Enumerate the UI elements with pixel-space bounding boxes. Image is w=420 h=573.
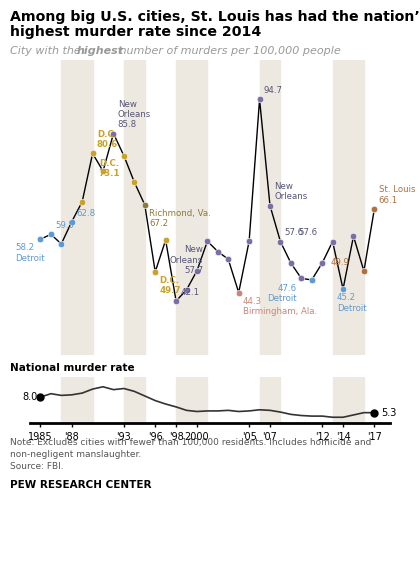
Point [183, 285, 190, 295]
Point [288, 258, 294, 268]
Text: 49.9: 49.9 [331, 258, 349, 267]
Point [371, 408, 378, 417]
Point [267, 201, 273, 210]
Point [277, 237, 284, 246]
Point [162, 236, 169, 245]
Bar [61, 377, 92, 423]
Text: New
Orleans: New Orleans [274, 182, 307, 202]
Point [204, 237, 211, 246]
Text: 57.6: 57.6 [299, 229, 318, 237]
Text: 62.8: 62.8 [76, 209, 95, 218]
Text: Among big U.S. cities, St. Louis has had the nation’s: Among big U.S. cities, St. Louis has had… [10, 10, 420, 24]
Point [37, 393, 44, 402]
Point [47, 230, 54, 239]
Text: number of murders per 100,000 people: number of murders per 100,000 people [116, 46, 341, 56]
Point [256, 95, 263, 104]
Point [68, 217, 75, 226]
Text: New
Orleans
57.7: New Orleans 57.7 [170, 245, 203, 275]
Point [58, 240, 65, 249]
Point [225, 254, 231, 264]
Point [79, 197, 86, 206]
Text: St. Louis
66.1: St. Louis 66.1 [378, 186, 415, 205]
Text: highest: highest [77, 46, 124, 56]
Point [173, 296, 179, 305]
Point [215, 247, 221, 256]
Text: highest murder rate since 2014: highest murder rate since 2014 [10, 25, 261, 39]
Bar [124, 60, 145, 355]
Point [319, 258, 326, 268]
Bar [260, 60, 281, 355]
Text: 45.2
Detroit: 45.2 Detroit [337, 293, 366, 313]
Point [308, 275, 315, 284]
Text: Note: Excludes cities with fewer than 100,000 residents. Includes homicide and
n: Note: Excludes cities with fewer than 10… [10, 438, 371, 470]
Point [194, 266, 200, 275]
Point [350, 231, 357, 241]
Point [110, 129, 117, 138]
Bar [333, 377, 364, 423]
Point [360, 266, 367, 276]
Text: 59.5: 59.5 [55, 221, 74, 230]
Point [329, 237, 336, 246]
Text: 58.2
Detroit: 58.2 Detroit [16, 244, 45, 263]
Point [235, 288, 242, 297]
Point [121, 151, 127, 160]
Text: New
Orleans
85.8: New Orleans 85.8 [118, 100, 151, 129]
Text: 8.0: 8.0 [22, 392, 38, 402]
Point [89, 149, 96, 158]
Bar [176, 60, 207, 355]
Text: PEW RESEARCH CENTER: PEW RESEARCH CENTER [10, 480, 152, 490]
Bar [61, 60, 92, 355]
Text: 57.6: 57.6 [285, 229, 304, 237]
Bar [124, 377, 145, 423]
Text: Richmond, Va.
67.2: Richmond, Va. 67.2 [149, 209, 211, 229]
Text: 5.3: 5.3 [381, 407, 396, 418]
Text: D.C.
73.1: D.C. 73.1 [98, 159, 120, 178]
Text: 94.7: 94.7 [264, 87, 283, 95]
Text: 42.1: 42.1 [180, 288, 200, 297]
Point [131, 178, 138, 187]
Text: National murder rate: National murder rate [10, 363, 135, 373]
Point [246, 237, 252, 246]
Text: D.C.
49.7: D.C. 49.7 [159, 276, 181, 296]
Text: 47.6
Detroit: 47.6 Detroit [268, 284, 297, 304]
Point [100, 167, 106, 176]
Point [152, 267, 159, 276]
Point [371, 205, 378, 214]
Text: 44.3
Birmingham, Ala.: 44.3 Birmingham, Ala. [243, 297, 317, 316]
Point [142, 200, 148, 209]
Text: City with the: City with the [10, 46, 84, 56]
Bar [176, 377, 207, 423]
Point [37, 235, 44, 244]
Point [298, 274, 304, 283]
Text: D.C.
80.6: D.C. 80.6 [97, 130, 118, 150]
Bar [260, 377, 281, 423]
Bar [333, 60, 364, 355]
Point [340, 285, 346, 294]
